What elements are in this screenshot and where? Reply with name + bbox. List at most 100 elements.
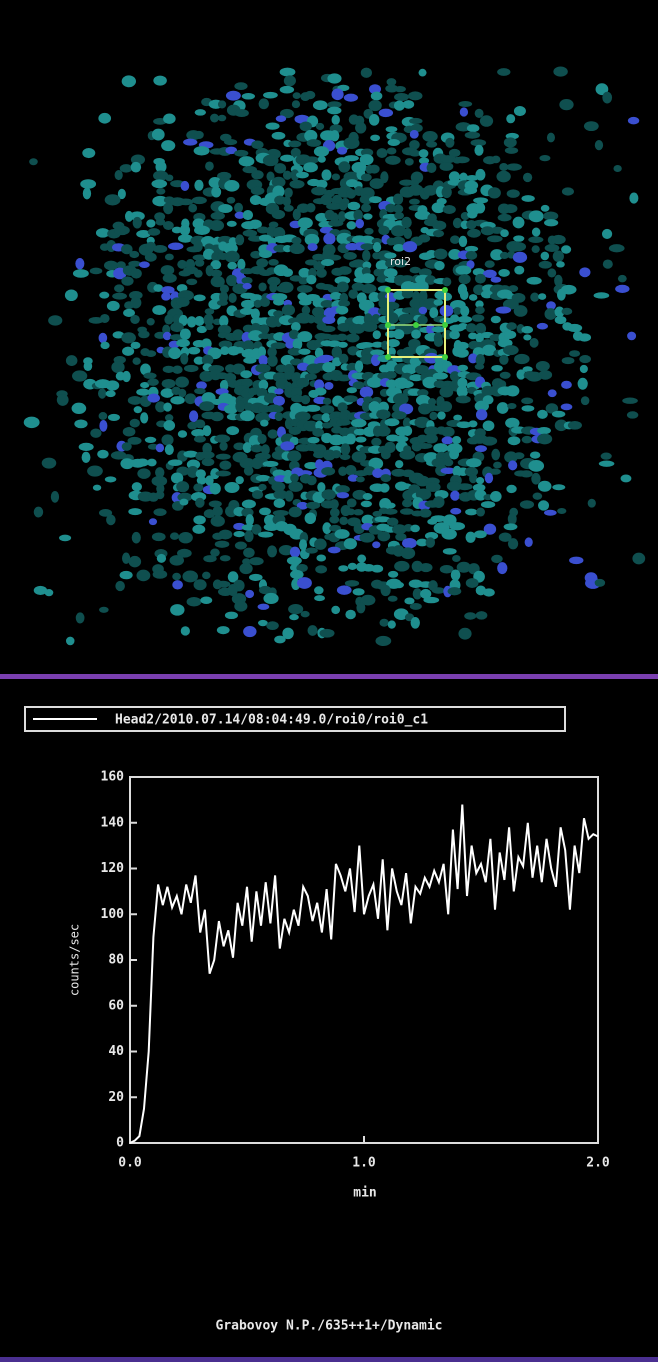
scan-pixel — [226, 91, 241, 101]
scan-pixel — [537, 427, 551, 434]
scan-pixel — [330, 499, 339, 509]
scan-pixel — [452, 555, 461, 562]
scan-pixel — [514, 305, 528, 317]
scan-pixel — [136, 570, 150, 582]
scan-pixel — [615, 285, 629, 293]
scan-pixel — [131, 269, 142, 279]
scan-pixel — [259, 250, 272, 258]
scan-pixel — [122, 75, 136, 87]
scan-pixel — [76, 612, 85, 623]
scan-pixel — [363, 493, 373, 500]
scan-pixel — [426, 141, 437, 148]
scan-pixel — [217, 300, 228, 306]
scan-pixel — [137, 468, 150, 479]
scan-pixel — [99, 412, 108, 420]
scan-pixel — [182, 571, 198, 583]
scan-pixel — [332, 89, 344, 101]
scan-pixel — [618, 275, 627, 282]
scan-pixel — [172, 573, 181, 580]
scan-pixel — [194, 270, 203, 278]
scan-pixel — [378, 226, 389, 235]
scan-pixel — [408, 91, 422, 100]
scan-pixel — [523, 173, 532, 182]
scan-pixel — [263, 92, 278, 99]
scan-pixel — [381, 449, 391, 459]
scan-pixel — [379, 619, 388, 627]
scan-pixel — [373, 242, 381, 252]
scan-pixel — [235, 476, 243, 484]
y-tick-label: 0 — [116, 1136, 124, 1151]
scan-pixel — [449, 330, 460, 339]
scan-pixel — [66, 637, 75, 646]
scan-pixel — [418, 234, 430, 242]
scan-pixel — [308, 625, 318, 636]
scan-pixel — [234, 82, 247, 90]
scan-pixel — [432, 202, 446, 213]
scan-pixel — [48, 315, 62, 325]
scan-pixel — [419, 307, 428, 314]
scan-pixel — [307, 139, 322, 147]
scan-pixel — [106, 515, 116, 526]
scan-pixel — [541, 252, 550, 261]
scan-pixel — [514, 106, 526, 116]
scan-pixel — [385, 502, 395, 508]
scan-pixel — [314, 586, 324, 594]
scan-pixel — [194, 436, 206, 443]
scan-pixel — [450, 508, 461, 515]
scan-pixel — [562, 187, 574, 195]
scan-pixel — [225, 612, 238, 619]
scan-pixel — [347, 387, 357, 393]
scan-pixel — [344, 538, 357, 549]
scan-pixel — [163, 420, 175, 431]
scan-pixel — [83, 188, 91, 200]
scan-pixel — [419, 149, 429, 158]
scan-pixel — [168, 347, 181, 359]
scan-pixel — [490, 491, 502, 502]
scan-pixel — [539, 155, 550, 161]
scan-pixel — [170, 396, 184, 404]
scan-pixel — [419, 509, 431, 518]
scan-pixel — [239, 156, 255, 166]
scan-pixel — [168, 242, 183, 250]
scan-pixel — [194, 294, 206, 301]
scan-pixel — [385, 156, 401, 165]
scan-pixel — [235, 401, 245, 413]
scan-pixel — [319, 355, 334, 362]
scan-pixel — [525, 537, 533, 547]
scan-pixel — [449, 449, 459, 459]
scan-pixel — [483, 588, 495, 596]
scan-pixel — [98, 113, 111, 124]
scan-pixel — [506, 114, 515, 123]
scan-pixel — [346, 434, 356, 445]
scan-pixel — [355, 436, 366, 442]
scan-pixel — [112, 293, 127, 300]
scan-pixel — [507, 189, 520, 198]
scan-pixel — [539, 261, 552, 269]
scan-pixel — [269, 282, 277, 293]
scan-pixel — [314, 539, 327, 550]
scan-pixel — [353, 209, 363, 220]
scan-pixel — [500, 229, 509, 237]
scan-pixel — [133, 217, 142, 229]
scan-pixel — [394, 93, 409, 101]
scan-pixel — [426, 537, 435, 547]
scan-pixel — [450, 235, 460, 244]
scan-pixel — [506, 163, 522, 170]
scan-pixel — [205, 308, 215, 315]
roi-handle — [413, 322, 419, 328]
x-axis-label: min — [353, 1186, 376, 1201]
scan-pixel — [339, 517, 348, 525]
scan-pixel — [258, 282, 266, 291]
scan-pixel — [475, 364, 485, 370]
scan-pixel — [152, 532, 166, 541]
scan-pixel — [228, 293, 236, 303]
scan-pixel — [496, 171, 510, 183]
scan-pixel — [73, 269, 89, 278]
scan-pixel — [251, 187, 265, 195]
scan-pixel — [513, 235, 524, 241]
scan-pixel — [417, 315, 428, 324]
scan-pixel — [559, 99, 573, 110]
scan-pixel — [537, 323, 548, 330]
scan-pixel — [82, 148, 95, 158]
scan-pixel — [321, 326, 335, 333]
